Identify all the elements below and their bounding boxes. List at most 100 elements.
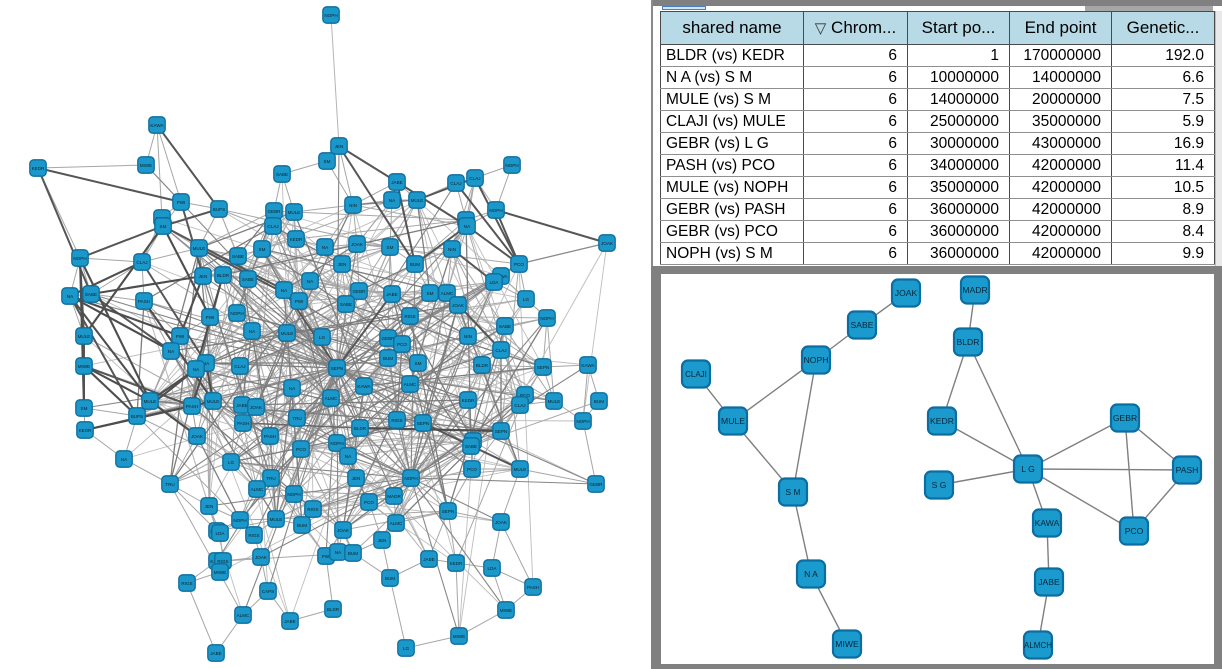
svg-text:CAPS: CAPS [262,589,275,594]
svg-text:CLAJ: CLAJ [450,181,461,186]
svg-text:KAWA: KAWA [150,123,164,128]
svg-text:LG: LG [228,460,235,465]
svg-text:NA: NA [203,361,210,366]
svg-text:NOPH: NOPH [287,492,300,497]
svg-text:MULE: MULE [411,198,424,203]
svg-text:LDA: LDA [490,280,500,285]
svg-text:LDA: LDA [488,566,498,571]
svg-text:JEN: JEN [199,274,208,279]
svg-text:JEN: JEN [338,262,347,267]
svg-text:PWI: PWI [177,200,186,205]
svg-text:MIWE: MIWE [500,608,513,613]
svg-text:ALMC: ALMC [325,396,338,401]
svg-text:CLAJ: CLAJ [234,364,245,369]
svg-text:JABE: JABE [210,651,222,656]
svg-text:RIGS: RIGS [217,559,228,564]
svg-text:JOAK: JOAK [601,241,614,246]
svg-text:PASH: PASH [264,434,276,439]
svg-text:MADR: MADR [962,285,987,295]
svg-text:NIN: NIN [448,247,456,252]
svg-text:CLAJ: CLAJ [136,260,147,265]
svg-text:NA: NA [464,224,471,229]
svg-text:PWI: PWI [176,334,185,339]
svg-text:JABE: JABE [386,292,398,297]
svg-text:KAWA: KAWA [1035,518,1060,528]
svg-text:BUPS: BUPS [131,414,144,419]
svg-text:SEPN: SEPN [442,509,455,514]
svg-text:GEBR: GEBR [352,289,366,294]
svg-text:PASH: PASH [527,585,539,590]
svg-text:NIN: NIN [464,334,472,339]
svg-text:ALMC: ALMC [441,291,454,296]
svg-text:MIWE: MIWE [78,364,91,369]
svg-text:BUM: BUM [410,262,420,267]
svg-text:CLAJI: CLAJI [685,370,707,379]
svg-text:ALMC: ALMC [390,521,403,526]
svg-text:NA: NA [281,288,288,293]
svg-text:S G: S G [932,480,947,490]
svg-text:NA: NA [389,198,396,203]
svg-text:NOPH: NOPH [489,208,502,213]
svg-text:SABE: SABE [85,292,97,297]
svg-text:BLDR: BLDR [957,337,980,347]
svg-text:JABE: JABE [236,403,248,408]
svg-text:SABE: SABE [340,302,352,307]
svg-text:MIWE: MIWE [214,570,227,575]
svg-text:PASH: PASH [138,299,150,304]
svg-text:ALMC: ALMC [237,613,250,618]
svg-text:NOPH: NOPH [540,316,553,321]
svg-text:RIGS: RIGS [404,314,415,319]
svg-text:JABE: JABE [284,619,296,624]
svg-text:BLDR: BLDR [354,426,367,431]
svg-text:SEPN: SEPN [417,421,430,426]
svg-text:PCO: PCO [520,393,530,398]
svg-text:JOAK: JOAK [495,520,508,525]
svg-text:BUM: BUM [297,523,307,528]
svg-text:RIGS: RIGS [391,418,402,423]
svg-text:LDA: LDA [216,531,226,536]
svg-text:MULE: MULE [288,210,301,215]
svg-text:ALMCH: ALMCH [1024,641,1052,650]
svg-text:SM: SM [81,406,88,411]
svg-text:ALMC: ALMC [404,382,417,387]
svg-text:BLDR: BLDR [327,607,340,612]
svg-text:PASH: PASH [186,404,198,409]
svg-text:RIGS: RIGS [307,507,318,512]
svg-text:MULE: MULE [281,331,294,336]
svg-text:NA: NA [335,550,342,555]
svg-text:NOPH: NOPH [404,476,417,481]
svg-text:JABE: JABE [391,180,403,185]
svg-text:JOAK: JOAK [337,528,350,533]
svg-text:MULE: MULE [548,399,561,404]
svg-text:JOAK: JOAK [191,434,204,439]
svg-text:JEN: JEN [378,538,387,543]
svg-text:JEN: JEN [335,144,344,149]
svg-text:BLDR: BLDR [476,363,489,368]
svg-text:SM: SM [415,361,422,366]
svg-text:NA: NA [249,329,256,334]
svg-text:JOAK: JOAK [250,405,263,410]
svg-text:PASH: PASH [237,421,249,426]
svg-text:TRU: TRU [165,482,174,487]
svg-text:NA: NA [345,454,352,459]
svg-text:SABE: SABE [465,444,477,449]
svg-text:PWI: PWI [322,554,331,559]
svg-text:KEDR: KEDR [32,166,45,171]
svg-text:SM: SM [387,245,394,250]
svg-text:PCO: PCO [296,447,306,452]
svg-text:LG: LG [403,646,410,651]
svg-text:JEN: JEN [205,504,214,509]
svg-text:SM: SM [160,224,167,229]
svg-text:MULE: MULE [144,399,157,404]
svg-text:SM: SM [324,159,331,164]
svg-text:BLDR: BLDR [217,273,230,278]
svg-text:SABE: SABE [851,320,874,330]
svg-text:MULE: MULE [721,416,745,426]
svg-text:PASH: PASH [1176,465,1199,475]
svg-text:NA: NA [67,294,74,299]
svg-text:NA: NA [193,367,200,372]
svg-text:NA: NA [121,457,128,462]
svg-text:BUM: BUM [594,399,604,404]
svg-text:TRU: TRU [292,416,301,421]
svg-text:TRU: TRU [266,476,275,481]
